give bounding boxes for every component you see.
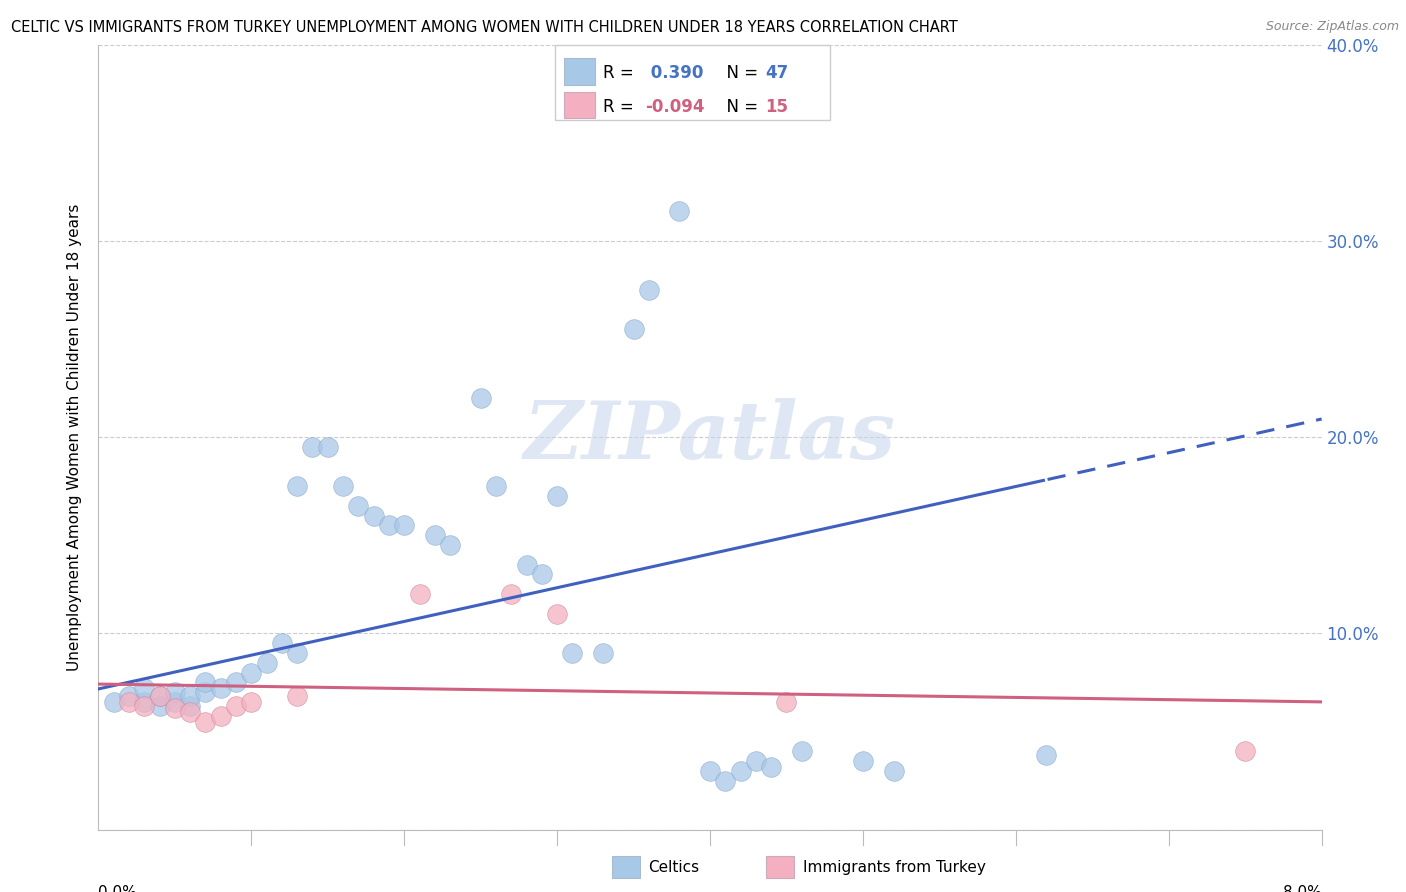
Point: [225, 698, 247, 713]
Point: [179, 698, 201, 713]
Point: [714, 773, 737, 788]
Point: [285, 646, 308, 660]
Point: [637, 283, 661, 297]
Point: [363, 508, 385, 523]
Point: [209, 708, 232, 723]
Text: Source: ZipAtlas.com: Source: ZipAtlas.com: [1265, 20, 1399, 33]
Point: [270, 636, 294, 650]
Text: R =: R =: [603, 98, 640, 116]
Text: 8.0%: 8.0%: [1282, 885, 1322, 892]
Point: [225, 675, 247, 690]
Point: [470, 391, 492, 405]
Text: 47: 47: [765, 64, 789, 82]
Point: [149, 689, 172, 703]
Point: [699, 764, 721, 778]
Point: [516, 558, 538, 572]
Text: N =: N =: [716, 64, 763, 82]
Point: [285, 689, 308, 703]
Point: [423, 528, 446, 542]
Point: [1035, 747, 1057, 762]
Point: [439, 538, 461, 552]
Point: [408, 587, 430, 601]
Point: [240, 665, 263, 680]
Point: [134, 681, 156, 696]
Text: 0.390: 0.390: [645, 64, 704, 82]
Point: [745, 754, 768, 768]
Point: [790, 744, 813, 758]
Point: [546, 489, 568, 503]
Point: [194, 714, 217, 729]
Text: -0.094: -0.094: [645, 98, 704, 116]
Point: [194, 685, 217, 699]
Point: [759, 760, 782, 774]
Point: [592, 646, 614, 660]
Point: [240, 695, 263, 709]
Point: [163, 685, 186, 699]
Point: [501, 587, 523, 601]
Point: [149, 698, 172, 713]
Point: [485, 479, 508, 493]
Point: [163, 701, 186, 715]
Text: 15: 15: [765, 98, 787, 116]
Point: [256, 656, 278, 670]
Point: [378, 518, 401, 533]
Point: [623, 322, 645, 336]
Point: [103, 695, 125, 709]
Point: [546, 607, 568, 621]
Point: [392, 518, 416, 533]
Point: [134, 698, 156, 713]
Point: [179, 689, 201, 703]
Text: Immigrants from Turkey: Immigrants from Turkey: [803, 860, 986, 874]
Text: R =: R =: [603, 64, 640, 82]
Y-axis label: Unemployment Among Women with Children Under 18 years: Unemployment Among Women with Children U…: [67, 203, 83, 671]
Point: [316, 440, 339, 454]
Point: [852, 754, 875, 768]
Point: [209, 681, 232, 696]
Text: CELTIC VS IMMIGRANTS FROM TURKEY UNEMPLOYMENT AMONG WOMEN WITH CHILDREN UNDER 18: CELTIC VS IMMIGRANTS FROM TURKEY UNEMPLO…: [11, 20, 957, 35]
Point: [347, 499, 370, 513]
Point: [561, 646, 583, 660]
Point: [134, 695, 156, 709]
Text: 0.0%: 0.0%: [98, 885, 138, 892]
Point: [194, 675, 217, 690]
Point: [332, 479, 354, 493]
Text: Celtics: Celtics: [648, 860, 699, 874]
Text: ZIPatlas: ZIPatlas: [524, 399, 896, 475]
Point: [179, 705, 201, 719]
Point: [301, 440, 323, 454]
Point: [163, 695, 186, 709]
Point: [530, 567, 553, 582]
Point: [118, 689, 141, 703]
Point: [775, 695, 797, 709]
Point: [285, 479, 308, 493]
Point: [118, 695, 141, 709]
Point: [149, 689, 172, 703]
Point: [668, 204, 690, 219]
Point: [883, 764, 905, 778]
Text: N =: N =: [716, 98, 763, 116]
Point: [730, 764, 752, 778]
Point: [1234, 744, 1257, 758]
